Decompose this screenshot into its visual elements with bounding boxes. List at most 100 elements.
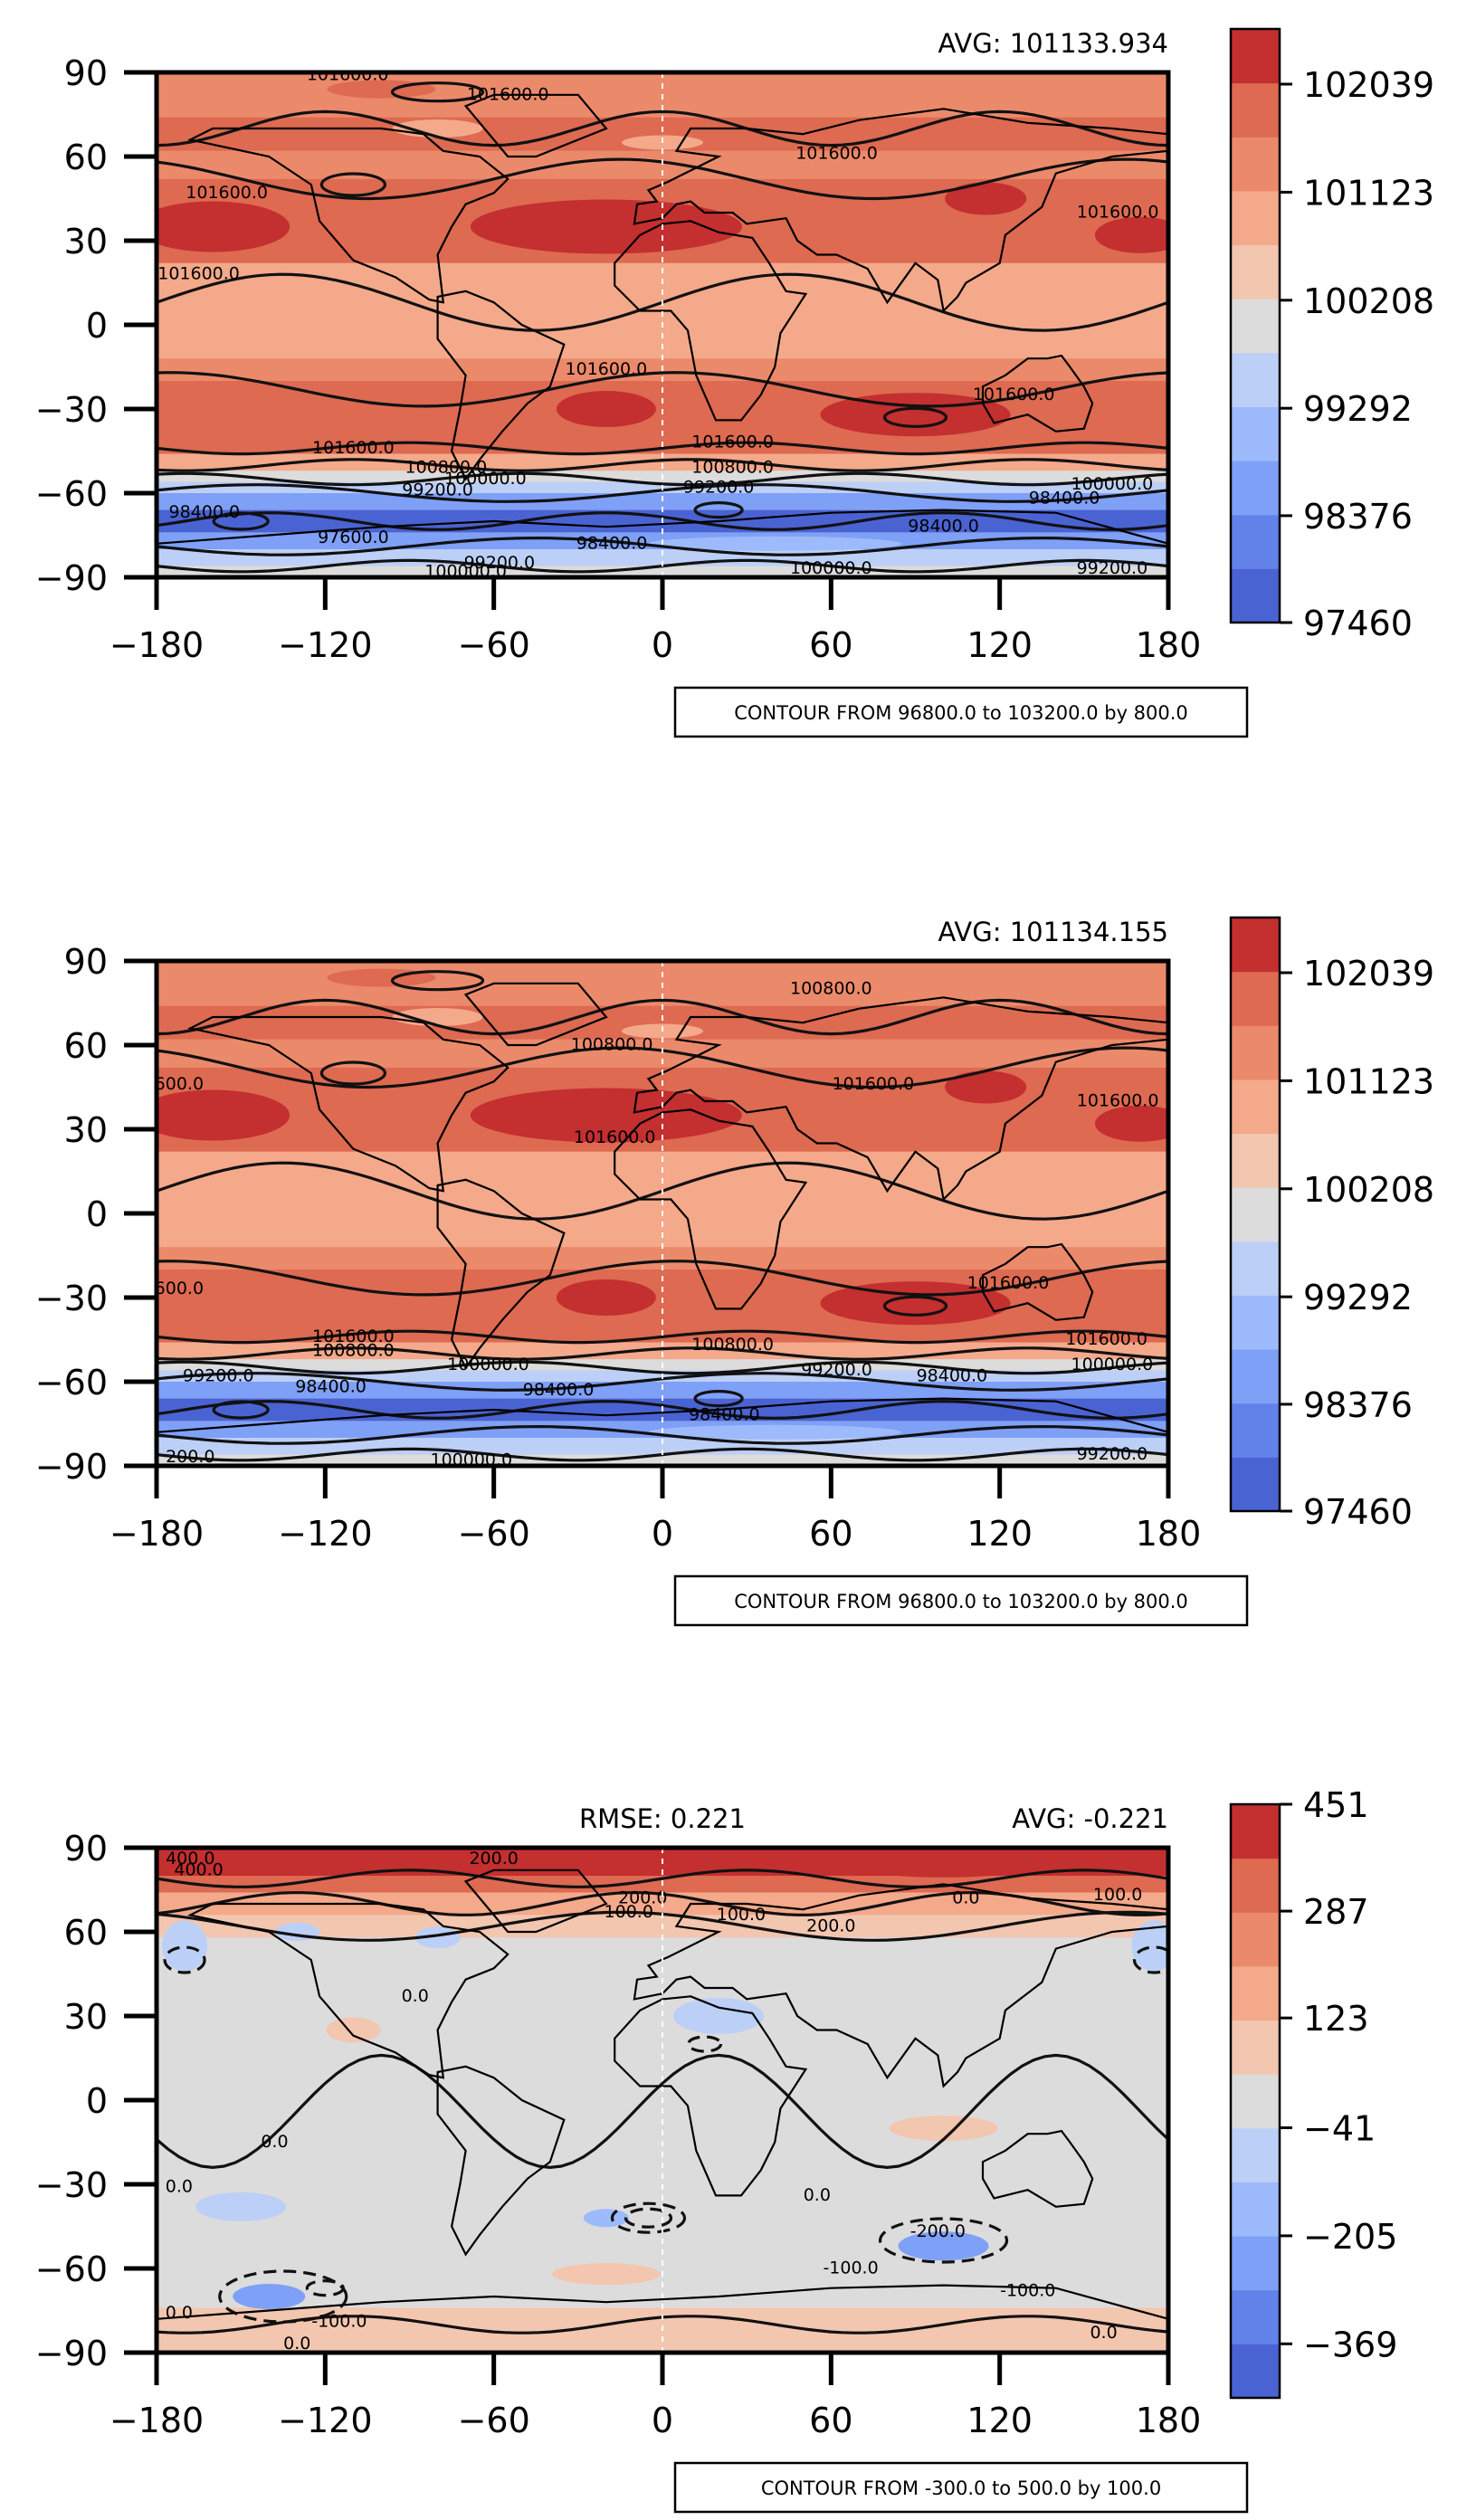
- x-tick-label: −180: [110, 2401, 204, 2440]
- y-tick-label: 30: [64, 222, 108, 262]
- contour-label: 99200.0: [183, 1365, 254, 1385]
- contour-label: 600.0: [155, 1074, 204, 1094]
- colorbar-segment: [1231, 2127, 1280, 2182]
- coastline: [157, 1397, 1168, 1433]
- contour-label: 100.0: [1093, 1885, 1142, 1905]
- y-tick-label: −30: [35, 2165, 108, 2205]
- y-tick-label: −60: [35, 474, 108, 514]
- x-tick-label: 120: [967, 1514, 1033, 1554]
- x-tick-label: −120: [278, 625, 372, 665]
- pacific-high: [157, 201, 290, 252]
- contour-label: 100000.0: [447, 1355, 529, 1374]
- coastline: [614, 1108, 808, 1310]
- contour-label: 200.0: [806, 1916, 855, 1935]
- contour-label: 100000.0: [1071, 1355, 1154, 1374]
- atlantic-high: [470, 1088, 742, 1143]
- y-tick-label: 90: [64, 1829, 108, 1869]
- colorbar-tick-label: 101123: [1303, 1061, 1434, 1101]
- coastline: [633, 1883, 1168, 2088]
- contour-label: 101600.0: [186, 183, 268, 203]
- colorbar-tick-label: 102039: [1303, 954, 1434, 994]
- contour-south-50: [157, 458, 1168, 472]
- contour-label: 99200.0: [1077, 1444, 1148, 1464]
- contour-neg-pacific-2: [305, 2279, 345, 2297]
- siberian-high: [945, 182, 1027, 215]
- colorbar-tick-label: −205: [1303, 2217, 1397, 2257]
- contour-neg-indian: [878, 2217, 1009, 2264]
- contour-label: 97600.0: [318, 528, 389, 547]
- y-tick-label: −30: [35, 1279, 108, 1318]
- coastline: [436, 1178, 566, 1370]
- contour-label: 98400.0: [523, 1380, 595, 1400]
- colorbar-segment: [1231, 2289, 1280, 2344]
- x-tick-label: 180: [1136, 625, 1202, 665]
- contour-label: 100000.0: [430, 1450, 512, 1469]
- contour-indian-high: [882, 1295, 948, 1317]
- contour-south-23: [157, 1260, 1168, 1297]
- x-tick-label: −120: [278, 2401, 372, 2440]
- contour-label: 101600.0: [307, 65, 389, 85]
- colorbar-segment: [1231, 2236, 1280, 2291]
- antarctic-patch: [648, 536, 902, 551]
- canada-neg: [414, 1926, 461, 1949]
- mexico-pos: [326, 2017, 381, 2043]
- contour-label: -100.0: [823, 2258, 878, 2278]
- contour-label: 98400.0: [917, 1365, 988, 1385]
- contour-north-70: [157, 109, 1168, 147]
- colorbar-frame: [1229, 27, 1281, 624]
- colorbar-segment: [1231, 1295, 1280, 1350]
- contour-label: 101600.0: [467, 84, 549, 104]
- y-tick-label: −30: [35, 390, 108, 430]
- contour-label: 101600.0: [973, 385, 1055, 404]
- y-tick-label: −90: [35, 2334, 108, 2373]
- contour-label: 600.0: [155, 1279, 204, 1298]
- contour-america-high: [319, 1060, 386, 1086]
- south-atlantic-neg: [583, 2209, 629, 2228]
- contour-south-oval-2: [212, 1400, 270, 1420]
- contour-label: 100800.0: [312, 1340, 395, 1360]
- contour-south-23: [157, 371, 1168, 408]
- colorbar-segment: [1231, 918, 1280, 973]
- contour-label: 100000.0: [444, 469, 527, 489]
- colorbar-tick-label: 97460: [1303, 604, 1413, 643]
- map-field: 101600.0 101600.0 101600.0 101600.0 101600.0…: [157, 65, 1168, 577]
- x-tick-label: 60: [809, 1514, 852, 1554]
- contour-label: 100800.0: [405, 458, 488, 478]
- arctic-strong-pos: [871, 1862, 1016, 1878]
- colorbar-segment: [1231, 406, 1280, 461]
- contour-label: 100800.0: [571, 1035, 653, 1055]
- x-tick-label: 0: [652, 2401, 673, 2440]
- colorbar-segment: [1231, 1349, 1280, 1404]
- colorbar-tick-label: 100208: [1303, 1170, 1434, 1210]
- contour-south-55: [157, 1360, 1168, 1375]
- colorbar-tick-label: 102039: [1303, 65, 1434, 105]
- contour-south-70: [157, 511, 1168, 531]
- y-tick-label: 60: [64, 138, 108, 177]
- contour-info-label: CONTOUR FROM 96800.0 to 103200.0 by 800.…: [734, 1591, 1188, 1612]
- contour-label: 98400.0: [908, 517, 979, 537]
- contour-label: 100.0: [717, 1905, 766, 1925]
- north-pacific-neg: [162, 1920, 208, 1972]
- contour-south-oval: [693, 1389, 744, 1408]
- contour-info-label: CONTOUR FROM -300.0 to 500.0 by 100.0: [761, 2477, 1161, 2499]
- x-tick-label: 180: [1136, 1514, 1202, 1554]
- colorbar-segment: [1231, 461, 1280, 516]
- contour-label: 0.0: [261, 2132, 288, 2152]
- contour-south-79: [157, 536, 1168, 556]
- colorbar-segment: [1231, 1241, 1280, 1296]
- y-tick-label: 60: [64, 1026, 108, 1066]
- contour-label: 400.0: [166, 1849, 214, 1869]
- y-tick-label: 0: [86, 306, 108, 346]
- y-tick-label: 30: [64, 1997, 108, 2037]
- colorbar-tick-label: 98376: [1303, 497, 1413, 537]
- indian-neg: [898, 2231, 989, 2261]
- x-tick-label: 180: [1136, 2401, 1202, 2440]
- x-tick-label: 60: [809, 625, 852, 665]
- contour-label: 0.0: [283, 2334, 310, 2354]
- contour-label: 101600.0: [566, 359, 648, 379]
- colorbar-segment: [1231, 190, 1280, 246]
- contour-neg-atlantic-2: [610, 2201, 687, 2234]
- colorbar-tick-label: 97460: [1303, 1492, 1413, 1532]
